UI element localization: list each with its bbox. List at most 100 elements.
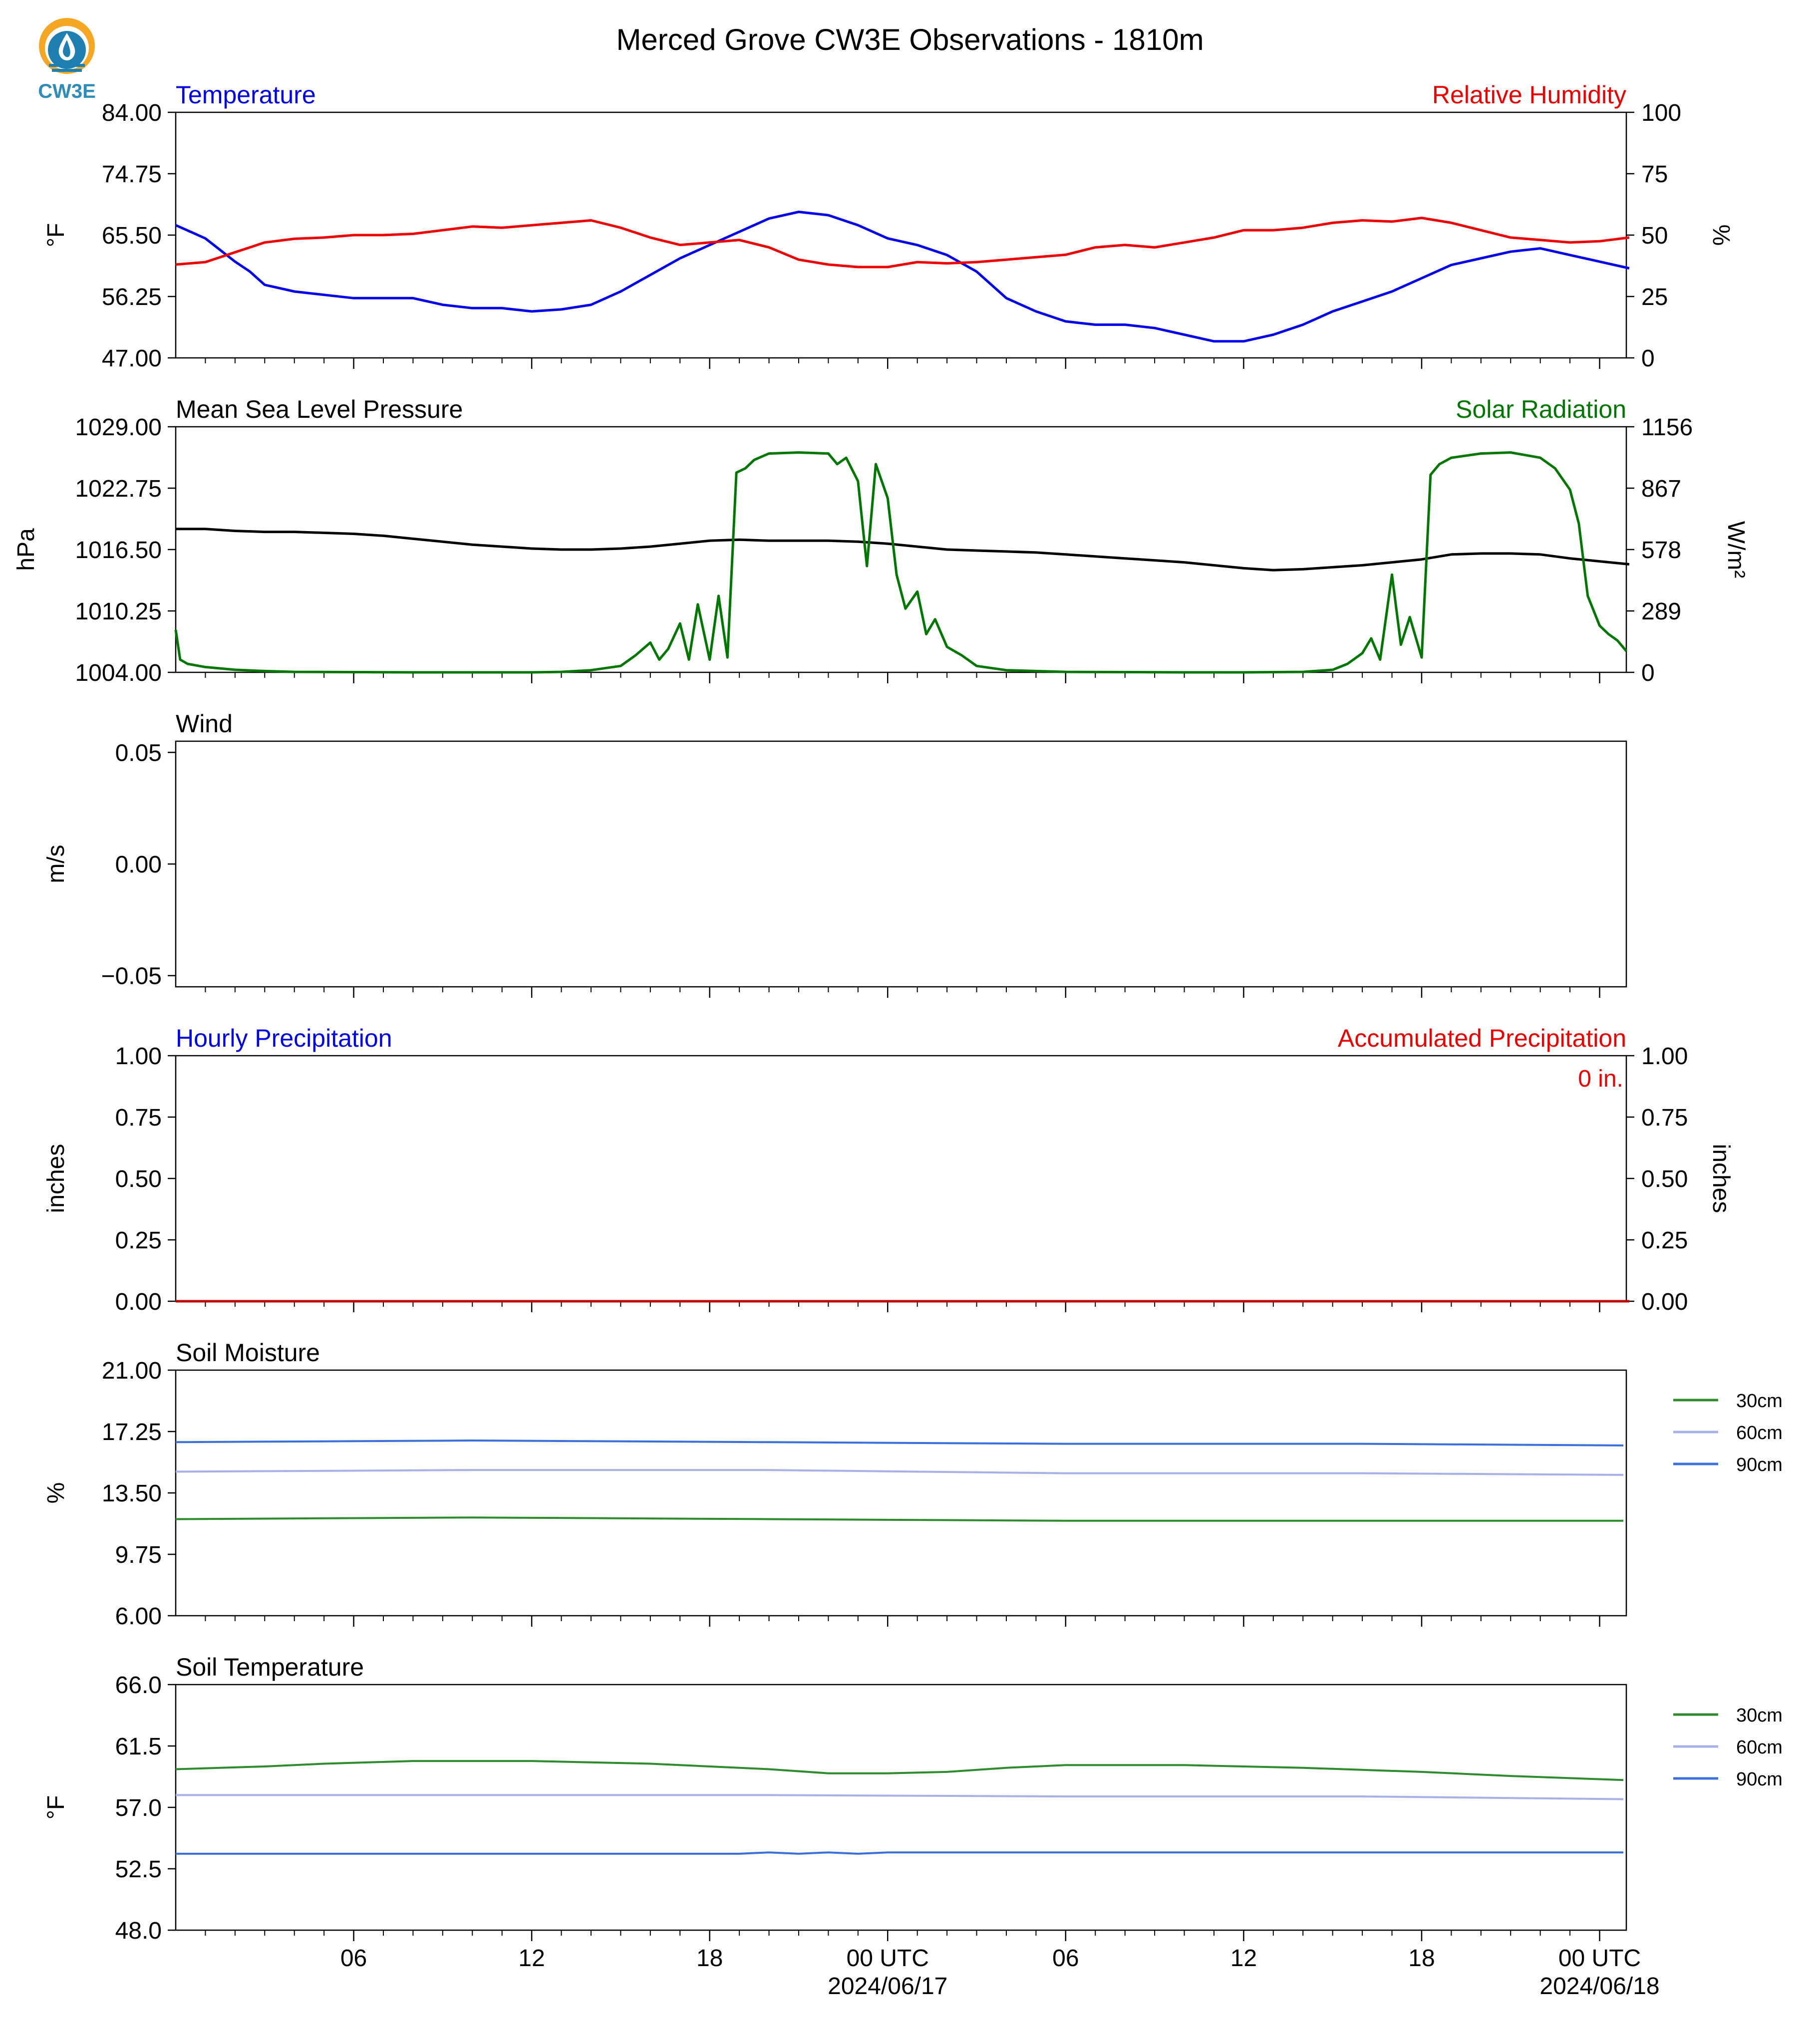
legend-label: 60cm (1736, 1737, 1783, 1758)
y-tick-label-right: 0 (1641, 345, 1655, 372)
y-tick-label: 1.00 (115, 1043, 162, 1070)
legend-label: 60cm (1736, 1423, 1783, 1444)
x-tick-label: 18 (1408, 1945, 1435, 1972)
y-axis-label: m/s (43, 845, 69, 883)
plot-frame (175, 1055, 1627, 1302)
y-tick-label-right: 75 (1641, 161, 1668, 188)
y-axis-label: % (43, 1482, 69, 1504)
y-axis-label: inches (43, 1144, 69, 1213)
x-tick-date: 2024/06/18 (1539, 1973, 1659, 2000)
y-tick-label-right: 0.50 (1641, 1166, 1688, 1192)
y-tick-label: 0.05 (115, 740, 162, 766)
y-tick-label: 1016.50 (75, 537, 162, 564)
y-tick-label: 6.00 (115, 1603, 162, 1630)
y-tick-label: 74.75 (102, 161, 162, 188)
y-tick-label: 1010.25 (75, 598, 162, 625)
x-tick-label: 12 (1230, 1945, 1257, 1972)
y-tick-label-right: 867 (1641, 476, 1681, 502)
series-line-90cm (175, 1440, 1624, 1447)
x-tick-label: 12 (518, 1945, 545, 1972)
y-tick-label: 1022.75 (75, 476, 162, 502)
y-tick-label: 0.00 (115, 852, 162, 878)
y-axis-label: hPa (13, 528, 39, 571)
y-axis-label-right: W/m² (1723, 521, 1749, 579)
x-tick-label: 00 UTC (1558, 1945, 1641, 1972)
y-tick-label-right: 25 (1641, 284, 1668, 310)
y-tick-label: 17.25 (102, 1419, 162, 1446)
plot-frame (175, 426, 1627, 673)
panel-title-left: Mean Sea Level Pressure (176, 395, 463, 423)
y-axis-label: °F (43, 223, 69, 248)
logo-text: CW3E (38, 80, 96, 102)
x-tick-label: 06 (1052, 1945, 1079, 1972)
y-tick-label-right: 289 (1641, 598, 1681, 625)
panel-title-left: Soil Moisture (176, 1339, 320, 1367)
y-tick-label: 0.25 (115, 1227, 162, 1254)
plot-frame (175, 740, 1627, 988)
y-tick-label: 56.25 (102, 284, 162, 310)
panel-pressure-solar: Mean Sea Level Pressure Solar Radiation 10… (13, 395, 1749, 686)
series-line-mean-sea-level-pressure (176, 528, 1630, 572)
y-tick-label-right: 0 (1641, 660, 1655, 686)
y-tick-label: 66.0 (115, 1672, 162, 1699)
y-tick-label-right: 0.00 (1641, 1289, 1688, 1315)
y-tick-label: 48.0 (115, 1918, 162, 1944)
y-tick-label: 1004.00 (75, 660, 162, 686)
legend-label: 90cm (1736, 1454, 1783, 1475)
panel-soil-temperature: Soil Temperature 66.0 61.5 57.0 52.5 48.0 °F 30… (43, 1653, 1783, 1944)
y-tick-label: 52.5 (115, 1856, 162, 1883)
y-tick-label: 13.50 (102, 1480, 162, 1507)
y-tick-label: 9.75 (115, 1542, 162, 1568)
cw3e-logo: CW3E (38, 18, 96, 102)
legend-label: 90cm (1736, 1769, 1783, 1790)
chart-title: Merced Grove CW3E Observations - 1810m (616, 23, 1204, 56)
series-line-60cm (176, 1794, 1624, 1800)
y-tick-label: 47.00 (102, 345, 162, 372)
y-tick-label-right: 1.00 (1641, 1043, 1688, 1070)
series-line-solar-radiation (174, 451, 1627, 674)
y-tick-label-right: 578 (1641, 537, 1681, 564)
x-tick-date: 2024/06/17 (828, 1973, 947, 2000)
y-tick-label: 57.0 (115, 1795, 162, 1821)
panel-title-left: Hourly Precipitation (176, 1024, 392, 1052)
panel-title-right: Relative Humidity (1432, 81, 1626, 109)
panel-title-left: Soil Temperature (176, 1653, 364, 1681)
panel-title-right: Solar Radiation (1456, 395, 1626, 423)
y-axis-label: °F (43, 1795, 69, 1820)
y-tick-label-right: 0.75 (1641, 1105, 1688, 1131)
y-tick-label-right: 100 (1641, 100, 1681, 126)
y-axis-label-right: inches (1708, 1144, 1734, 1213)
legend-label: 30cm (1736, 1391, 1783, 1412)
y-tick-label: 0.00 (115, 1289, 162, 1315)
y-tick-label-right: 0.25 (1641, 1227, 1688, 1254)
y-tick-label-right: 50 (1641, 223, 1668, 249)
panel-precipitation: Hourly Precipitation Accumulated Precipit… (43, 1024, 1734, 1315)
panel-title-right: Accumulated Precipitation (1338, 1024, 1626, 1052)
series-line-relative-humidity (175, 217, 1630, 269)
panel-title-left: Temperature (176, 81, 316, 109)
legend-label: 30cm (1736, 1705, 1783, 1726)
panel-soil-moisture: Soil Moisture 21.00 17.25 13.50 9.75 6.00% 30c… (43, 1339, 1783, 1630)
y-tick-label-right: 1156 (1641, 414, 1693, 441)
panel-temperature-rh: Temperature Relative Humidity 84.00 74.75 65… (43, 81, 1734, 372)
y-tick-label: 84.00 (102, 100, 162, 126)
series-line-90cm (176, 1851, 1624, 1855)
series-line-temperature (175, 211, 1630, 343)
y-tick-label: 0.50 (115, 1166, 162, 1192)
y-tick-label: 65.50 (102, 223, 162, 249)
y-tick-label: −0.05 (101, 963, 162, 990)
series-line-30cm (175, 1516, 1624, 1522)
y-tick-label: 1029.00 (75, 414, 162, 441)
accumulated-total: 0 in. (1578, 1066, 1623, 1092)
series-line-60cm (175, 1469, 1624, 1476)
y-tick-label: 0.75 (115, 1105, 162, 1131)
panel-wind: Wind 0.05 0.00 −0.05 m/s (43, 710, 1627, 998)
x-tick-label: 06 (340, 1945, 367, 1972)
series-line-30cm (175, 1760, 1624, 1781)
y-axis-label-right: % (1708, 225, 1734, 246)
cw3e-droplet-logo-icon (39, 18, 95, 74)
x-tick-label: 18 (696, 1945, 723, 1972)
panel-title-left: Wind (176, 710, 233, 738)
plot-frame (175, 1684, 1627, 1931)
